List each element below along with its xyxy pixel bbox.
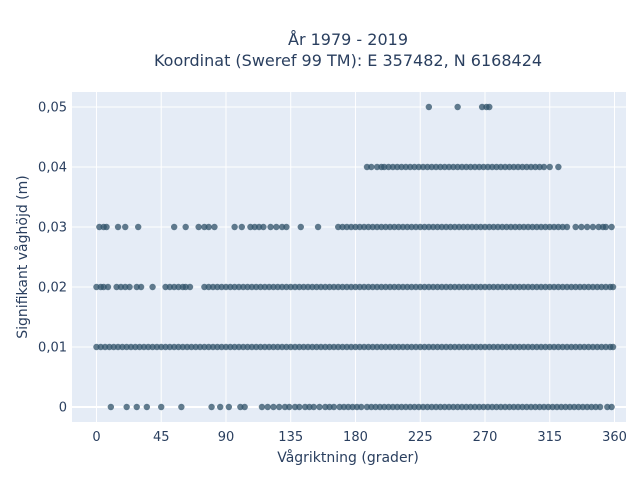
data-point (126, 283, 133, 291)
data-point (572, 223, 579, 231)
data-point (104, 283, 112, 291)
plot-area (72, 92, 626, 422)
data-point (170, 223, 178, 231)
data-point (589, 223, 597, 231)
data-point (608, 403, 615, 411)
data-point (555, 163, 562, 171)
data-point (241, 403, 248, 411)
data-point (123, 403, 130, 411)
data-point (149, 283, 156, 291)
y-tick-label: 0,02 (38, 281, 67, 296)
data-point (297, 223, 304, 231)
data-point (205, 223, 212, 231)
data-point (609, 343, 617, 351)
data-point (486, 103, 493, 111)
data-point (578, 223, 585, 231)
data-point (310, 403, 317, 411)
data-point (608, 223, 615, 231)
data-point (158, 403, 165, 411)
data-point (178, 403, 185, 411)
data-point (231, 223, 238, 231)
x-tick-label: 0 (92, 430, 100, 445)
data-point (286, 403, 293, 411)
data-point (217, 403, 224, 411)
data-point (270, 403, 277, 411)
data-point (546, 163, 553, 171)
chart-title-line-1: År 1979 - 2019 (288, 30, 408, 49)
x-tick-label: 135 (278, 430, 303, 445)
data-point (143, 403, 151, 411)
chart-title-line-2: Koordinat (Sweref 99 TM): E 357482, N 61… (154, 51, 542, 70)
data-point (137, 283, 145, 291)
x-tick-label: 315 (537, 430, 562, 445)
data-point (540, 163, 548, 171)
data-point (296, 403, 303, 411)
data-point (454, 103, 461, 111)
data-points (93, 103, 617, 411)
data-point (238, 223, 245, 231)
data-point (425, 103, 433, 111)
data-point (107, 403, 115, 411)
y-axis-title: Signifikant våghöjd (m) (14, 175, 31, 338)
x-tick-label: 225 (408, 430, 433, 445)
data-point (260, 223, 267, 231)
data-point (186, 283, 194, 291)
x-tick-label: 90 (218, 430, 235, 445)
data-point (602, 223, 610, 231)
y-tick-labels: 0 0,01 0,02 0,03 0,04 0,05 (38, 101, 67, 416)
data-point (314, 223, 322, 231)
data-point (208, 403, 215, 411)
data-point (563, 223, 571, 231)
data-point (609, 283, 617, 291)
data-point (276, 403, 283, 411)
data-point (103, 223, 110, 231)
x-tick-label: 270 (473, 430, 498, 445)
data-point (258, 403, 266, 411)
data-point (267, 223, 274, 231)
data-point (330, 403, 338, 411)
data-point (358, 403, 365, 411)
data-point (583, 223, 591, 231)
y-tick-label: 0,04 (38, 161, 67, 176)
y-tick-label: 0 (59, 401, 67, 416)
data-point (114, 223, 122, 231)
data-point (273, 223, 280, 231)
data-point (283, 223, 290, 231)
data-point (122, 223, 129, 231)
y-tick-label: 0,05 (38, 101, 67, 116)
data-point (225, 403, 233, 411)
data-point (264, 403, 271, 411)
x-axis-title: Vågriktning (grader) (277, 449, 419, 466)
data-point (211, 223, 218, 231)
x-tick-labels: 0 45 90 135 180 225 270 315 360 (92, 430, 627, 445)
x-tick-label: 360 (602, 430, 627, 445)
x-tick-label: 180 (343, 430, 368, 445)
y-tick-label: 0,01 (38, 341, 67, 356)
data-point (316, 403, 323, 411)
y-tick-label: 0,03 (38, 221, 67, 236)
data-point (195, 223, 202, 231)
data-point (182, 223, 189, 231)
data-point (596, 403, 604, 411)
data-point (134, 223, 142, 231)
x-tick-label: 45 (153, 430, 170, 445)
data-point (368, 163, 375, 171)
data-point (133, 403, 140, 411)
